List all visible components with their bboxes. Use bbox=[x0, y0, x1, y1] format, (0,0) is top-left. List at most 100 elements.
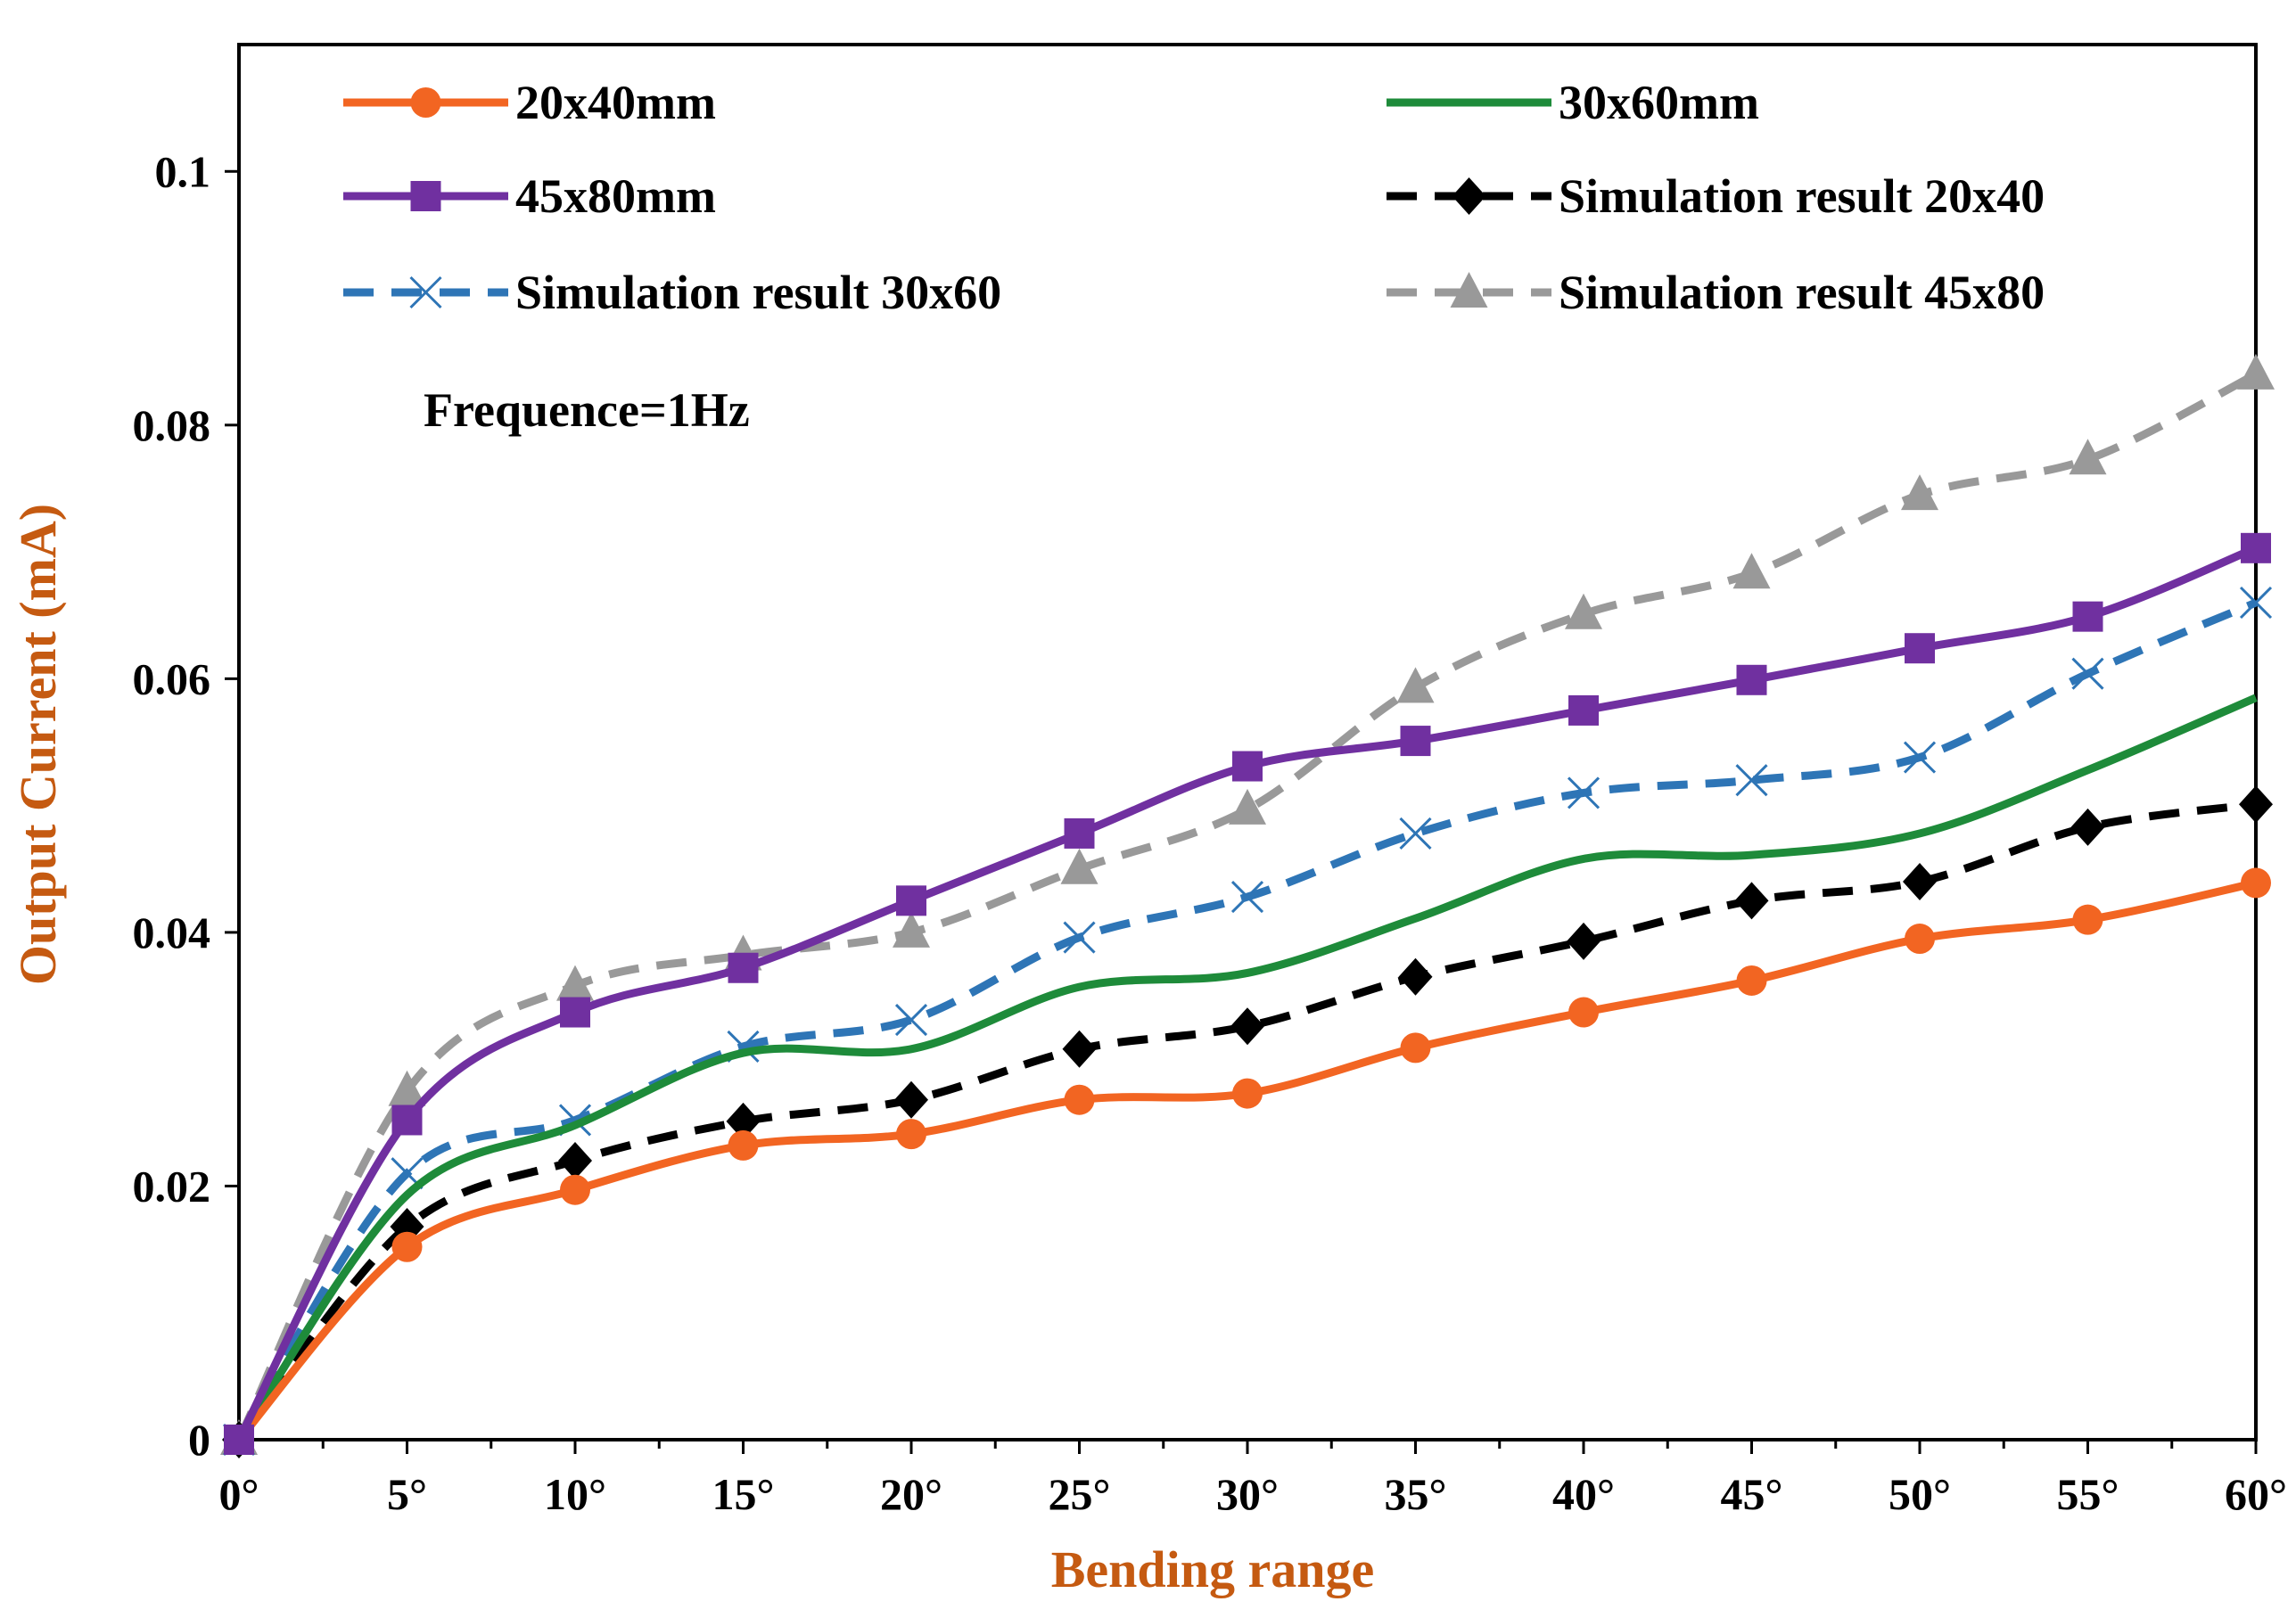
y-axis-title: Output Current (mA) bbox=[9, 504, 67, 985]
data-point bbox=[1903, 863, 1937, 900]
series-line bbox=[235, 370, 2259, 1441]
data-point bbox=[391, 1231, 423, 1262]
y-tick-label: 0.08 bbox=[133, 400, 211, 450]
data-point bbox=[1064, 1084, 1095, 1115]
data-point bbox=[2069, 439, 2107, 475]
data-point bbox=[2072, 601, 2103, 632]
data-point bbox=[894, 1080, 928, 1119]
x-tick-label: 45° bbox=[1721, 1469, 1783, 1519]
data-point bbox=[1905, 633, 1935, 664]
x-tick-label: 10° bbox=[544, 1469, 606, 1519]
data-point bbox=[1400, 1032, 1431, 1064]
x-tick-label: 60° bbox=[2225, 1469, 2287, 1519]
data-point bbox=[2072, 904, 2103, 935]
data-point bbox=[391, 1105, 423, 1136]
data-point bbox=[896, 1119, 926, 1150]
data-point bbox=[388, 1070, 426, 1106]
y-tick-label: 0.04 bbox=[133, 908, 211, 957]
series-3 bbox=[224, 532, 2271, 1455]
series-6 bbox=[220, 353, 2275, 1455]
data-point bbox=[1905, 924, 1935, 955]
frequency-annotation: Frequence=1Hz bbox=[424, 383, 750, 437]
legend-label: 30x60mm bbox=[1559, 76, 1759, 129]
data-point bbox=[1232, 751, 1263, 782]
data-point bbox=[1063, 921, 1096, 954]
x-tick-label: 55° bbox=[2057, 1469, 2119, 1519]
series-2 bbox=[235, 694, 2258, 1442]
data-point bbox=[2239, 586, 2273, 620]
legend-marker bbox=[409, 275, 442, 309]
data-point bbox=[726, 1102, 761, 1140]
data-point bbox=[558, 1142, 592, 1179]
x-tick-label: 30° bbox=[1216, 1469, 1279, 1519]
legend-entry: 30x60mm bbox=[1387, 76, 1759, 129]
series-5 bbox=[222, 586, 2273, 1457]
legend-label: 20x40mm bbox=[515, 76, 716, 129]
data-point bbox=[1064, 817, 1095, 849]
data-point bbox=[556, 965, 594, 1001]
data-point bbox=[1060, 848, 1099, 884]
x-tick-label: 20° bbox=[880, 1469, 942, 1519]
x-tick-label: 25° bbox=[1049, 1469, 1111, 1519]
x-tick-label: 0° bbox=[219, 1469, 259, 1519]
data-point bbox=[1732, 553, 1771, 589]
data-point bbox=[893, 911, 930, 948]
y-axis: 0 0.02 0.04 0.06 0.08 0.1 bbox=[133, 146, 239, 1465]
data-point bbox=[1736, 965, 1767, 996]
data-point bbox=[1903, 741, 1937, 774]
data-point bbox=[1734, 882, 1769, 920]
x-tick-label: 15° bbox=[712, 1469, 775, 1519]
x-tick-label: 40° bbox=[1552, 1469, 1615, 1519]
legend-marker bbox=[1452, 177, 1486, 215]
x-tick-label: 50° bbox=[1889, 1469, 1951, 1519]
legend-marker bbox=[410, 87, 441, 118]
data-point bbox=[560, 997, 590, 1028]
data-point bbox=[2070, 808, 2105, 846]
data-point bbox=[1399, 817, 1432, 850]
legend-entry: Simulation result 30x60 bbox=[343, 266, 1001, 319]
legend-entry: Simulation result 45x80 bbox=[1387, 266, 2045, 319]
data-point bbox=[1568, 694, 1599, 726]
data-point bbox=[2239, 785, 2273, 824]
y-tick-label: 0.06 bbox=[133, 653, 211, 703]
data-point bbox=[1398, 957, 1433, 996]
data-point bbox=[2241, 867, 2271, 899]
data-point bbox=[1736, 664, 1767, 695]
legend-marker bbox=[410, 181, 441, 211]
legend-label: Simulation result 20x40 bbox=[1559, 169, 2045, 223]
data-point bbox=[1230, 1007, 1264, 1046]
legend-entry: 20x40mm bbox=[343, 76, 716, 129]
data-point bbox=[2241, 532, 2271, 563]
y-tick-label: 0 bbox=[188, 1415, 210, 1465]
legend-marker bbox=[1450, 272, 1488, 308]
data-point bbox=[224, 1425, 254, 1455]
legend-entry: Simulation result 20x40 bbox=[1387, 169, 2045, 223]
x-tick-label: 5° bbox=[387, 1469, 427, 1519]
data-point bbox=[1062, 1030, 1097, 1068]
series-line bbox=[235, 694, 2258, 1442]
data-point bbox=[1400, 726, 1431, 757]
data-point bbox=[1567, 776, 1601, 809]
data-point bbox=[1901, 474, 1938, 511]
data-point bbox=[1567, 922, 1601, 960]
data-point bbox=[1568, 997, 1599, 1028]
x-axis-title: Bending range bbox=[1051, 1540, 1375, 1598]
data-point bbox=[728, 952, 759, 983]
data-point bbox=[894, 1004, 928, 1037]
data-point bbox=[2237, 353, 2275, 390]
series-1 bbox=[224, 867, 2271, 1455]
data-point bbox=[1230, 881, 1264, 914]
series-line bbox=[235, 879, 2257, 1442]
data-point bbox=[1735, 764, 1768, 797]
series-layer bbox=[220, 353, 2275, 1458]
y-tick-label: 0.02 bbox=[133, 1161, 211, 1211]
data-point bbox=[560, 1174, 590, 1205]
data-point bbox=[896, 885, 926, 916]
legend-label: Simulation result 45x80 bbox=[1559, 266, 2045, 319]
y-tick-label: 0.1 bbox=[155, 146, 211, 196]
data-point bbox=[1565, 593, 1602, 629]
legend-label: 45x80mm bbox=[515, 169, 716, 223]
x-axis: 0° 5° 10° 15° 20° 25° 30° 35° 40° 45° 50° 55° 60° bbox=[219, 1440, 2287, 1519]
